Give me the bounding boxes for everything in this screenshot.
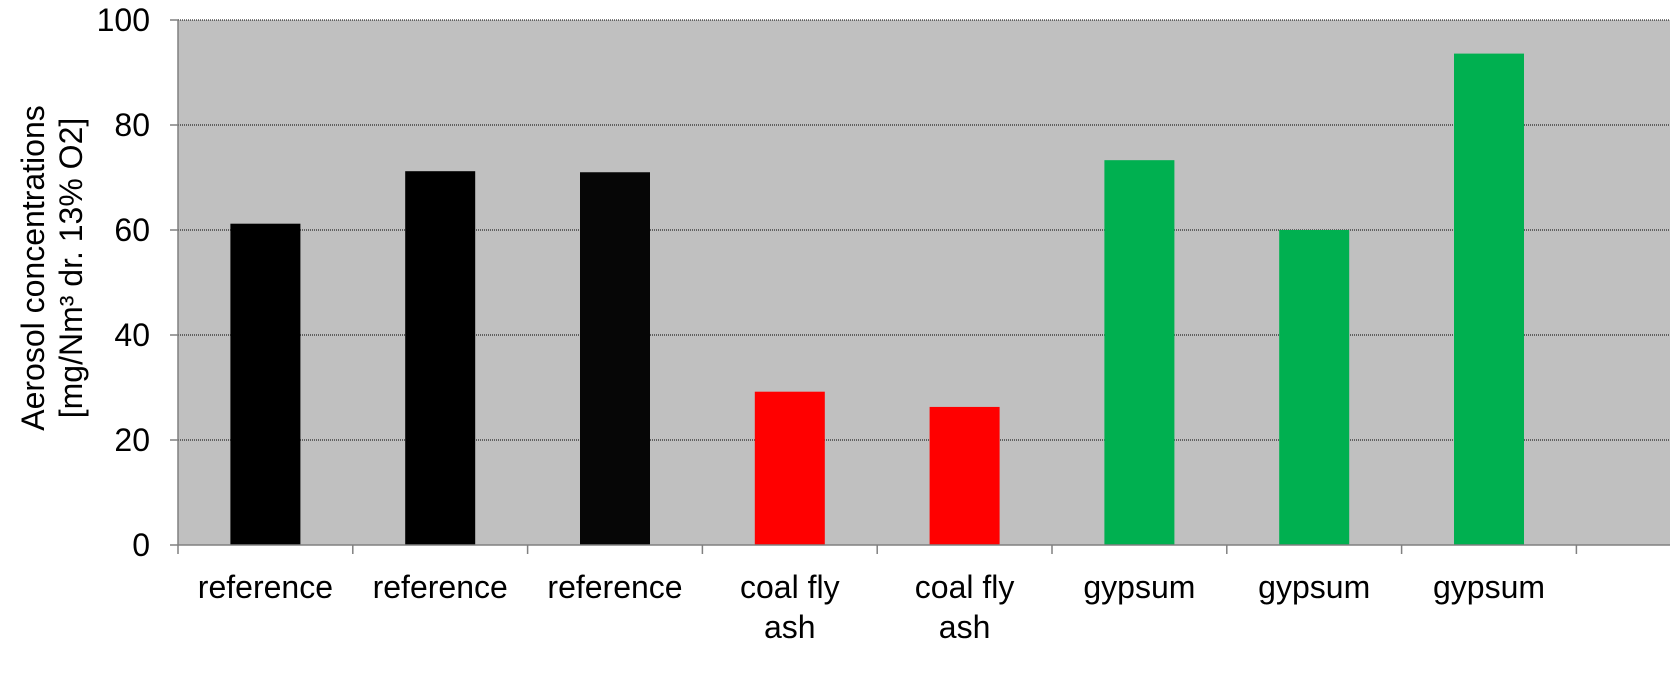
x-tick-label: gypsum bbox=[1258, 569, 1370, 605]
y-axis-title: Aerosol concentrations[mg/Nm³ dr. 13% O2… bbox=[15, 105, 89, 431]
y-tick-label: 60 bbox=[114, 212, 150, 248]
y-axis-ticks: 0 20 40 60 80 100 bbox=[97, 2, 178, 563]
x-tick-label: gypsum bbox=[1433, 569, 1545, 605]
bar bbox=[754, 391, 825, 545]
y-tick-label: 40 bbox=[114, 317, 150, 353]
bar bbox=[1454, 53, 1524, 545]
y-tick-label: 20 bbox=[114, 422, 150, 458]
x-tick-label: gypsum bbox=[1083, 569, 1195, 605]
bar bbox=[929, 406, 1000, 545]
y-axis-label: Aerosol concentrations[mg/Nm³ dr. 13% O2… bbox=[15, 105, 89, 431]
x-tick-label: coal fly ash bbox=[740, 569, 840, 645]
bar bbox=[1279, 230, 1350, 545]
bar bbox=[580, 172, 650, 545]
x-tick-label: coal fly ash bbox=[915, 569, 1015, 645]
y-tick-label: 100 bbox=[97, 2, 150, 38]
y-tick-label: 0 bbox=[132, 527, 150, 563]
y-tick-label: 80 bbox=[114, 107, 150, 143]
x-tick-label: reference bbox=[198, 569, 333, 605]
x-axis-ticks: reference reference reference coal fly ash co… bbox=[177, 545, 1578, 645]
plot-area bbox=[178, 20, 1670, 545]
bar bbox=[1104, 160, 1175, 546]
bar bbox=[230, 223, 301, 545]
bars bbox=[230, 53, 1524, 546]
bar bbox=[405, 171, 476, 545]
x-tick-label: reference bbox=[547, 569, 682, 605]
x-tick-label: reference bbox=[373, 569, 508, 605]
